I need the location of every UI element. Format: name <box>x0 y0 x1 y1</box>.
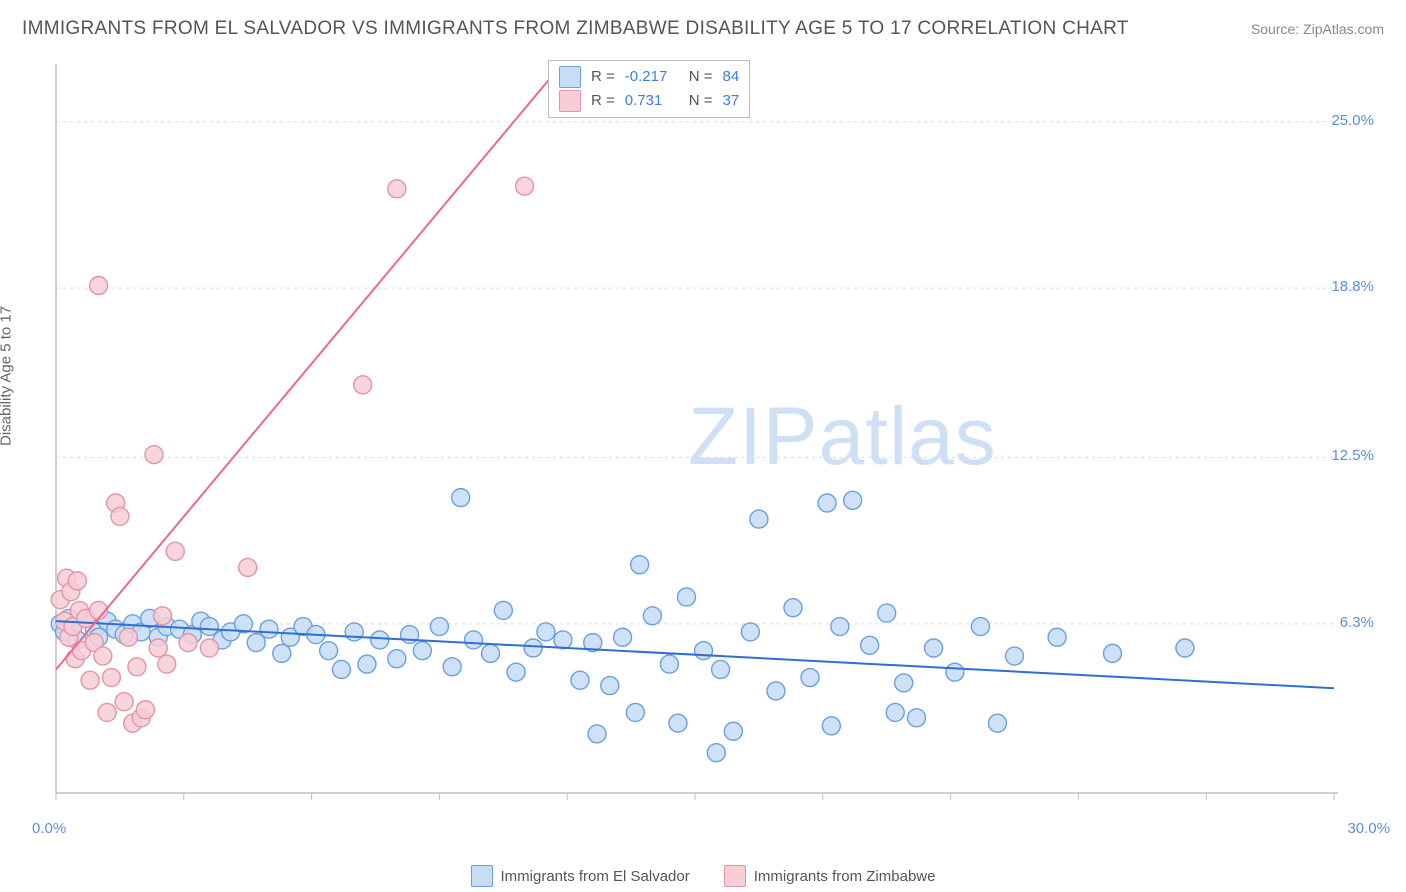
x-max-label: 30.0% <box>1347 820 1390 837</box>
x-min-label: 0.0% <box>32 820 66 837</box>
chart-title: IMMIGRANTS FROM EL SALVADOR VS IMMIGRANT… <box>22 18 1129 40</box>
plot-area: ZIPatlas R = -0.217 N = 84R = 0.731 N = … <box>48 60 1384 835</box>
stat-row: R = -0.217 N = 84 <box>559 65 739 89</box>
correlation-stats-box: R = -0.217 N = 84R = 0.731 N = 37 <box>548 60 750 118</box>
y-axis-label: Disability Age 5 to 17 <box>0 306 15 446</box>
stat-row: R = 0.731 N = 37 <box>559 89 739 113</box>
legend-swatch <box>559 66 581 88</box>
y-tick-label: 18.8% <box>1331 278 1374 295</box>
legend-label: Immigrants from Zimbabwe <box>754 868 936 885</box>
legend-label: Immigrants from El Salvador <box>501 868 690 885</box>
y-tick-label: 12.5% <box>1331 447 1374 464</box>
header: IMMIGRANTS FROM EL SALVADOR VS IMMIGRANT… <box>22 18 1384 40</box>
source-label: Source: ZipAtlas.com <box>1251 21 1384 37</box>
legend-item: Immigrants from Zimbabwe <box>724 865 936 887</box>
legend-swatch <box>471 865 493 887</box>
scatter-chart-svg <box>48 60 1384 835</box>
y-tick-label: 25.0% <box>1331 112 1374 129</box>
legend-swatch <box>724 865 746 887</box>
legend-swatch <box>559 90 581 112</box>
y-tick-label: 6.3% <box>1340 614 1374 631</box>
legend: Immigrants from El Salvador Immigrants fr… <box>0 865 1406 887</box>
legend-item: Immigrants from El Salvador <box>471 865 690 887</box>
